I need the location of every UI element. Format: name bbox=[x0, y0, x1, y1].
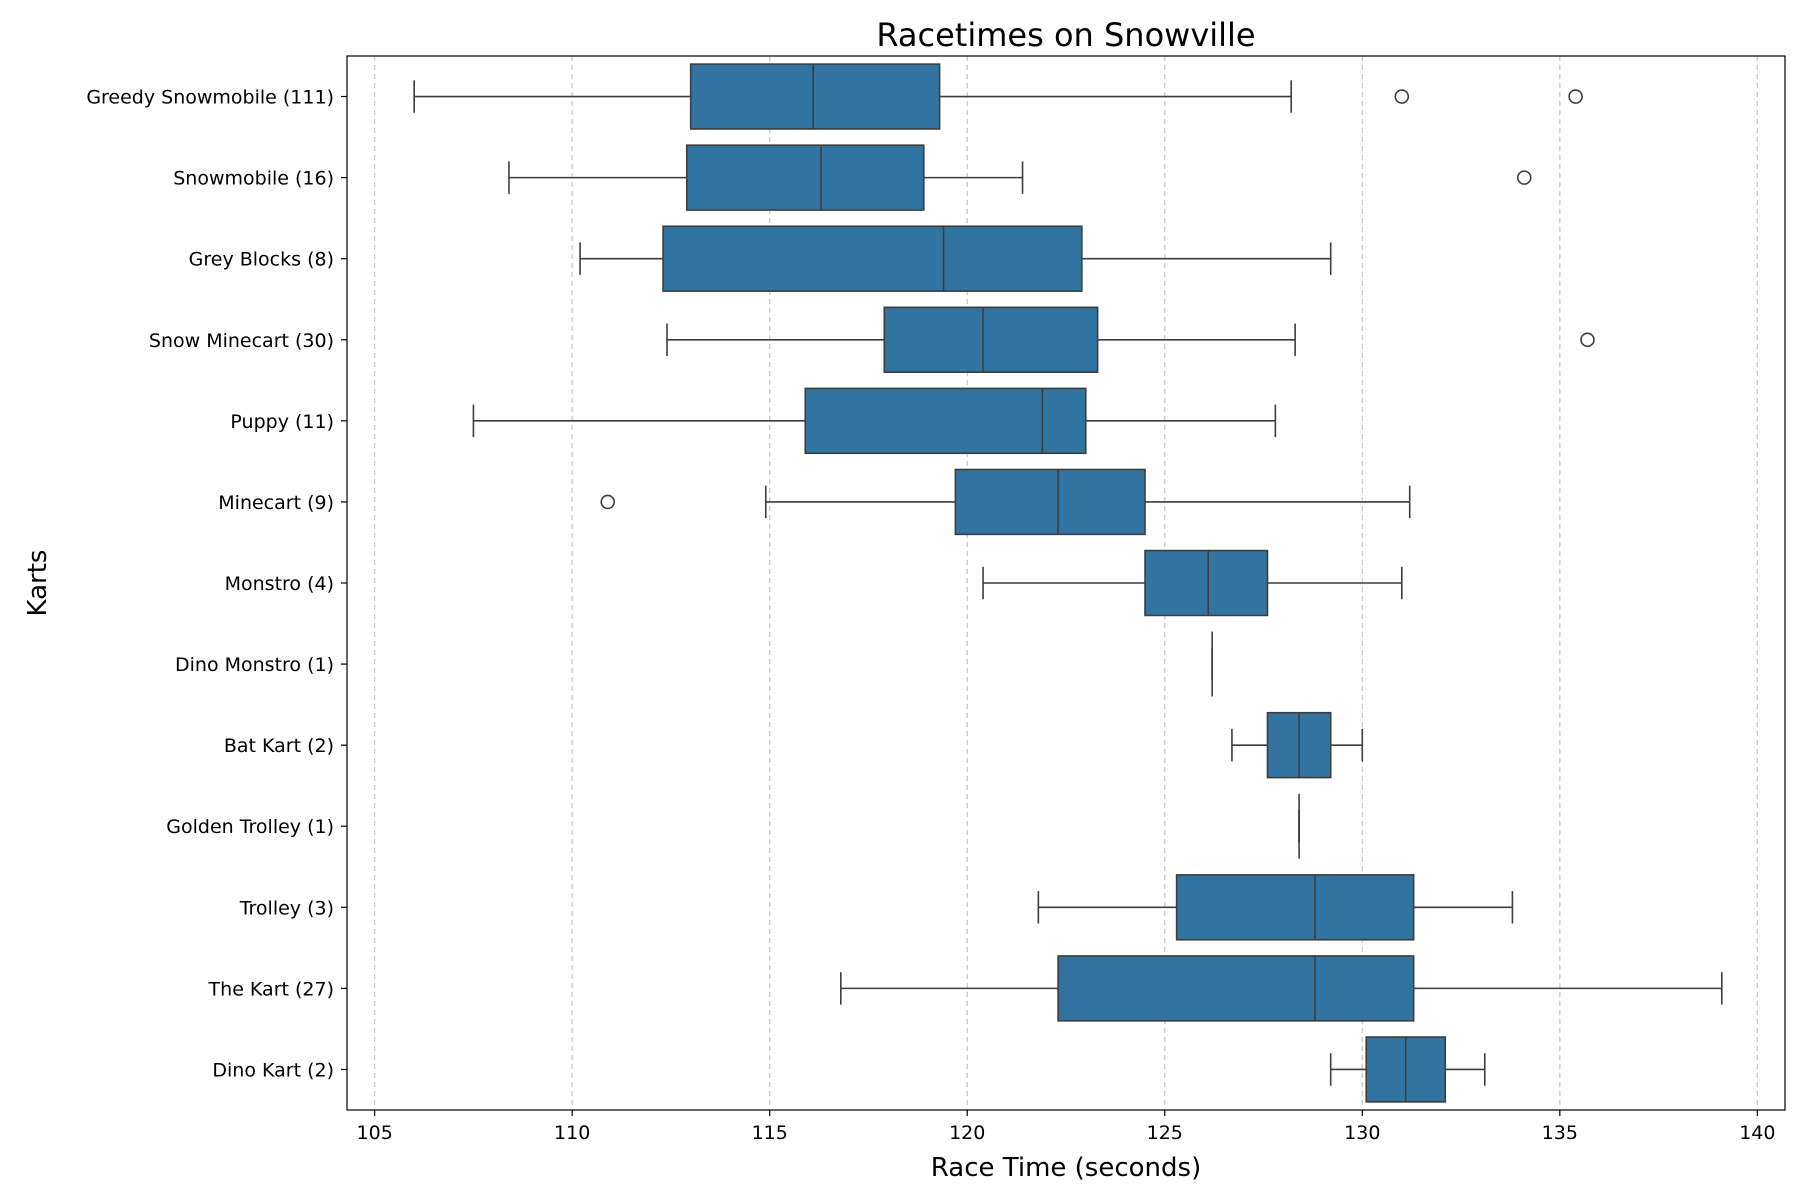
x-tick-label: 105 bbox=[357, 1122, 393, 1144]
y-tick-label: Dino Kart (2) bbox=[212, 1059, 334, 1081]
box-iqr bbox=[1144, 549, 1269, 617]
box-group bbox=[508, 144, 1532, 211]
box-iqr bbox=[689, 63, 941, 130]
box-iqr bbox=[804, 387, 1087, 455]
x-tick-label: 125 bbox=[1147, 1122, 1183, 1144]
x-tick-label: 135 bbox=[1542, 1122, 1578, 1144]
outlier-point bbox=[600, 494, 616, 510]
y-tick-label: Minecart (9) bbox=[218, 492, 334, 514]
boxes bbox=[413, 63, 1723, 1103]
box-iqr bbox=[685, 144, 925, 211]
y-tick-label: Greedy Snowmobile (111) bbox=[86, 87, 334, 109]
y-tick-label: Snow Minecart (30) bbox=[149, 330, 334, 352]
box-iqr bbox=[1057, 955, 1415, 1022]
box-group bbox=[666, 306, 1595, 374]
y-tick-label: The Kart (27) bbox=[208, 978, 334, 1000]
y-tick-label: Grey Blocks (8) bbox=[189, 249, 334, 271]
box-group bbox=[840, 955, 1723, 1022]
box-group bbox=[1231, 711, 1364, 779]
y-axis-label: Karts bbox=[23, 550, 53, 617]
outlier-point bbox=[1394, 89, 1410, 104]
y-tick-label: Trolley (3) bbox=[239, 897, 334, 919]
box-group bbox=[982, 549, 1403, 617]
box-iqr bbox=[1175, 874, 1415, 941]
chart-title: Racetimes on Snowville bbox=[876, 16, 1255, 54]
x-tick-label: 110 bbox=[554, 1122, 590, 1144]
box-group bbox=[600, 468, 1411, 536]
x-tick-label: 120 bbox=[949, 1122, 985, 1144]
outlier-point bbox=[1568, 89, 1583, 104]
y-tick-label: Snowmobile (16) bbox=[173, 168, 334, 190]
box-group bbox=[1037, 874, 1514, 941]
x-tick-label: 130 bbox=[1344, 1122, 1380, 1144]
x-axis-label: Race Time (seconds) bbox=[931, 1153, 1201, 1183]
box-group bbox=[579, 225, 1332, 292]
x-tick-label: 115 bbox=[752, 1122, 788, 1144]
y-tick-label: Puppy (11) bbox=[230, 411, 334, 433]
y-tick-label: Monstro (4) bbox=[225, 573, 334, 595]
box-iqr bbox=[883, 306, 1099, 374]
x-ticks: 105 110 115 120 125 130 135 140 bbox=[357, 1110, 1775, 1144]
y-ticks: Greedy Snowmobile (111) Snowmobile (16) Gr… bbox=[86, 87, 347, 1081]
box-group bbox=[1329, 1036, 1486, 1103]
y-tick-label: Dino Monstro (1) bbox=[175, 654, 334, 676]
y-tick-label: Golden Trolley (1) bbox=[166, 816, 334, 838]
outlier-point bbox=[1516, 170, 1532, 185]
box-iqr bbox=[954, 468, 1146, 536]
y-tick-label: Bat Kart (2) bbox=[224, 735, 334, 757]
box-group bbox=[472, 387, 1277, 455]
box-group bbox=[413, 63, 1583, 130]
box-iqr bbox=[662, 225, 1083, 292]
x-tick-label: 140 bbox=[1739, 1122, 1775, 1144]
outlier-point bbox=[1580, 332, 1595, 348]
